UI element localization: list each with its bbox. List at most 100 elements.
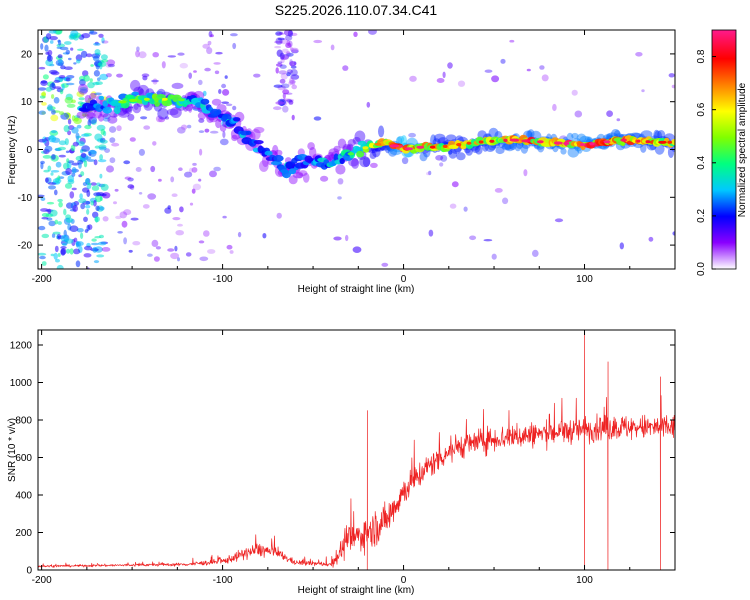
- ridge-halo: [118, 110, 130, 118]
- noise-blob: [39, 255, 46, 260]
- noise-blob: [143, 125, 151, 130]
- snr-plot-area: [38, 331, 675, 570]
- noise-blob: [109, 157, 116, 164]
- noise-blob: [440, 154, 448, 162]
- snr-y-ticks: 0 200 400 600 800 1000 1200: [10, 341, 675, 577]
- ridge-halo: [107, 115, 118, 124]
- noise-blob: [152, 52, 159, 58]
- ridge-halo: [335, 164, 346, 175]
- noise-blob: [276, 63, 283, 67]
- ridge-halo: [488, 127, 499, 138]
- noise-blob: [289, 77, 294, 85]
- noise-blob: [101, 37, 105, 44]
- noise-blob: [442, 71, 446, 79]
- noise-blob: [123, 160, 131, 165]
- noise-blob: [38, 87, 47, 91]
- ridge-halo: [419, 152, 428, 162]
- noise-blob: [95, 81, 103, 85]
- noise-blob: [215, 51, 223, 55]
- ridge-halo: [514, 142, 522, 152]
- ridge-halo: [495, 146, 505, 155]
- noise-blob: [313, 116, 322, 121]
- noise-blob: [210, 34, 214, 38]
- noise-blob: [291, 114, 295, 121]
- ridge-peak: [563, 141, 570, 146]
- noise-blob: [345, 234, 349, 242]
- noise-blob: [337, 196, 342, 200]
- noise-blob: [156, 91, 163, 95]
- noise-blob: [109, 137, 116, 143]
- noise-blob: [87, 224, 93, 230]
- noise-blob: [40, 80, 48, 84]
- noise-blob: [262, 233, 267, 239]
- noise-blob: [59, 46, 69, 51]
- ridge-halo: [231, 134, 238, 142]
- ridge-cell: [282, 170, 291, 179]
- noise-blob: [136, 46, 140, 52]
- noise-blob: [366, 101, 371, 108]
- noise-blob: [213, 62, 221, 65]
- noise-blob: [83, 74, 90, 82]
- noise-blob: [221, 101, 229, 104]
- noise-blob: [72, 141, 79, 147]
- noise-blob: [288, 100, 294, 105]
- noise-blob: [39, 95, 46, 99]
- noise-blob: [207, 249, 216, 254]
- noise-blob: [290, 47, 299, 53]
- noise-blob: [41, 261, 47, 266]
- noise-blob: [100, 54, 108, 60]
- noise-blob: [90, 182, 97, 186]
- noise-blob: [428, 170, 432, 176]
- noise-blob: [202, 90, 207, 97]
- noise-blob: [59, 111, 65, 115]
- noise-blob: [177, 257, 180, 262]
- noise-blob: [76, 228, 84, 233]
- noise-blob: [94, 216, 100, 223]
- ridge-halo: [359, 156, 371, 168]
- noise-blob: [54, 189, 58, 196]
- noise-blob: [178, 167, 183, 171]
- y-tick-label: 200: [15, 528, 32, 539]
- x-tick-label: -100: [213, 274, 233, 285]
- colorbar: 0.0 0.2 0.4 0.6 0.8 Normalized spectral ampl…: [696, 29, 748, 276]
- ridge-halo: [640, 143, 647, 153]
- noise-blob: [50, 172, 54, 176]
- noise-blob: [199, 148, 203, 156]
- noise-blob: [135, 167, 142, 172]
- noise-blob: [179, 206, 184, 213]
- noise-blob: [204, 67, 211, 72]
- noise-blob: [150, 165, 156, 173]
- x-tick-label: 100: [576, 274, 593, 285]
- x-tick-label: 100: [576, 575, 593, 586]
- noise-blob: [69, 191, 75, 199]
- noise-blob: [138, 51, 147, 59]
- noise-blob: [491, 253, 497, 260]
- noise-blob: [61, 242, 68, 246]
- ridge-peak: [128, 98, 138, 102]
- ridge-halo: [89, 92, 97, 101]
- noise-blob: [57, 62, 64, 66]
- noise-blob: [57, 253, 61, 257]
- noise-blob: [90, 64, 94, 67]
- noise-blob: [164, 116, 170, 120]
- noise-blob: [135, 50, 140, 58]
- colorbar-tick-label: 0.8: [696, 49, 707, 63]
- noise-blob: [147, 253, 153, 257]
- ridge-halo: [274, 149, 283, 157]
- noise-blob: [51, 82, 55, 88]
- noise-blob: [286, 99, 293, 103]
- noise-blob: [38, 252, 47, 256]
- noise-blob: [226, 244, 233, 250]
- ridge-peak: [374, 142, 382, 146]
- noise-blob: [121, 220, 128, 228]
- noise-blob: [142, 204, 150, 209]
- noise-blob: [276, 32, 285, 36]
- ridge-halo: [320, 175, 329, 182]
- noise-blob: [65, 77, 71, 82]
- noise-blob: [98, 159, 107, 163]
- noise-blob: [408, 132, 416, 138]
- noise-blob: [275, 31, 282, 36]
- noise-blob: [41, 216, 49, 220]
- noise-blob: [179, 62, 188, 69]
- noise-blob: [541, 74, 549, 82]
